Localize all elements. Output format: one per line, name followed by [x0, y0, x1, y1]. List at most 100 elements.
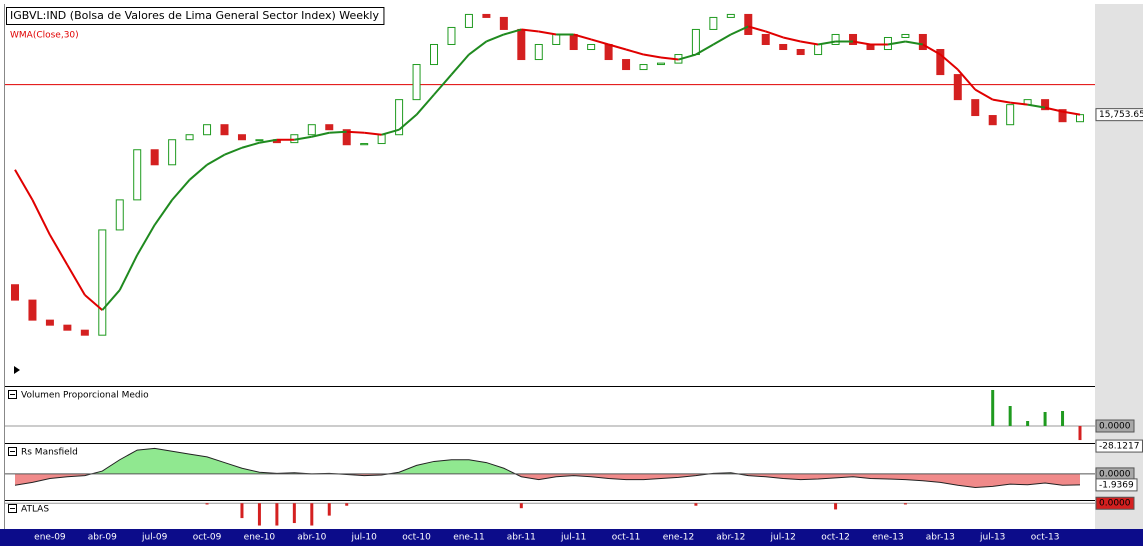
wma-segment [800, 40, 819, 46]
wma-segment [346, 130, 365, 134]
wma-segment [590, 38, 609, 46]
last-value-label: 15,753.65 [1099, 110, 1143, 120]
candle [604, 43, 613, 61]
bar [834, 503, 838, 510]
bar [1043, 412, 1047, 426]
area [15, 448, 1080, 488]
candle [831, 33, 840, 45]
wma-segment [608, 43, 627, 51]
candle [744, 13, 753, 35]
x-tick-label: jul-10 [350, 533, 377, 543]
x-tick-label: abr-10 [297, 533, 326, 543]
candle [80, 329, 89, 336]
candle [63, 324, 72, 331]
wma-segment [101, 289, 121, 311]
bar [257, 503, 261, 526]
wma-segment [643, 53, 662, 59]
x-tick-label: jul-13 [979, 533, 1005, 543]
bar [694, 503, 698, 506]
x-tick-label: oct-09 [193, 533, 222, 543]
candle [185, 134, 194, 141]
wma-segment [188, 164, 208, 181]
wma-segment [730, 25, 749, 36]
legend-entry: WMA(Close,30) [10, 31, 79, 41]
bar [991, 390, 995, 426]
candle [918, 33, 927, 51]
wma-segment [14, 169, 34, 201]
wma-segment [468, 40, 487, 56]
label-box [1095, 496, 1135, 510]
candle [464, 13, 473, 28]
bar [1026, 421, 1030, 426]
candle [11, 284, 19, 301]
wma-segment [939, 53, 959, 71]
cursor-marker [14, 366, 20, 374]
wma-segment [450, 53, 470, 76]
candle [849, 33, 858, 45]
candle [1041, 99, 1050, 111]
time-axis [0, 529, 1143, 546]
wma-segment [206, 153, 226, 166]
x-tick-label: jul-12 [769, 533, 795, 543]
x-tick-label: abr-09 [88, 533, 117, 543]
candle [988, 115, 997, 126]
y-tick-label: 0.0000 [1099, 422, 1131, 432]
panel-title: ATLAS [21, 505, 49, 515]
x-tick-label: abr-11 [507, 533, 536, 543]
candle [237, 134, 246, 141]
wma-segment [415, 93, 435, 116]
x-tick-label: oct-10 [402, 533, 431, 543]
title-box [6, 7, 385, 25]
wma-segment [521, 28, 539, 33]
candle [203, 124, 212, 136]
candle [552, 33, 561, 45]
y-tick-label: 0.0000 [1099, 469, 1131, 479]
x-tick-label: ene-09 [34, 533, 66, 543]
candle [726, 13, 735, 18]
wma-segment [1044, 106, 1063, 113]
candle [150, 149, 159, 166]
candle [517, 28, 526, 61]
candle [709, 16, 718, 30]
wma-segment [748, 25, 767, 33]
candle [115, 199, 124, 231]
wma-segment [887, 40, 906, 46]
candle [691, 28, 700, 56]
candle [1006, 104, 1015, 126]
bar [205, 503, 209, 505]
candle [447, 26, 456, 45]
bar [240, 503, 244, 519]
area-line [14, 447, 1081, 489]
x-tick-label: abr-12 [716, 533, 745, 543]
wma-segment [538, 30, 557, 36]
candle [1076, 114, 1084, 123]
bar [1008, 406, 1012, 426]
wma-segment [241, 141, 260, 149]
candle [814, 43, 823, 56]
wma-segment [573, 33, 592, 41]
x-tick-label: jul-09 [141, 533, 168, 543]
wma-segment [66, 264, 86, 296]
label-box [1095, 478, 1138, 492]
candle [412, 64, 421, 101]
wma-segment [660, 56, 679, 61]
bar [345, 503, 349, 506]
candle [953, 74, 962, 101]
candle [220, 124, 229, 136]
wma-segment [259, 138, 278, 144]
wma-segment [1027, 103, 1046, 109]
last-value-label: -1.9369 [1099, 480, 1134, 490]
panel-title: Rs Mansfield [21, 448, 78, 458]
candle [779, 43, 788, 51]
candle [482, 13, 491, 18]
plot-area: ene-09 abr-09 jul-09 oct-09 ene-10 abr-10 jul-… [5, 7, 1143, 543]
x-tick-label: ene-10 [244, 533, 276, 543]
wma-segment [171, 179, 191, 201]
x-tick-label: oct-13 [1031, 533, 1060, 543]
wma-segment [381, 128, 400, 136]
label-box [1095, 439, 1143, 453]
bar [310, 503, 314, 526]
x-tick-label: jul-11 [560, 533, 586, 543]
candle [168, 139, 177, 166]
candle [255, 139, 264, 142]
